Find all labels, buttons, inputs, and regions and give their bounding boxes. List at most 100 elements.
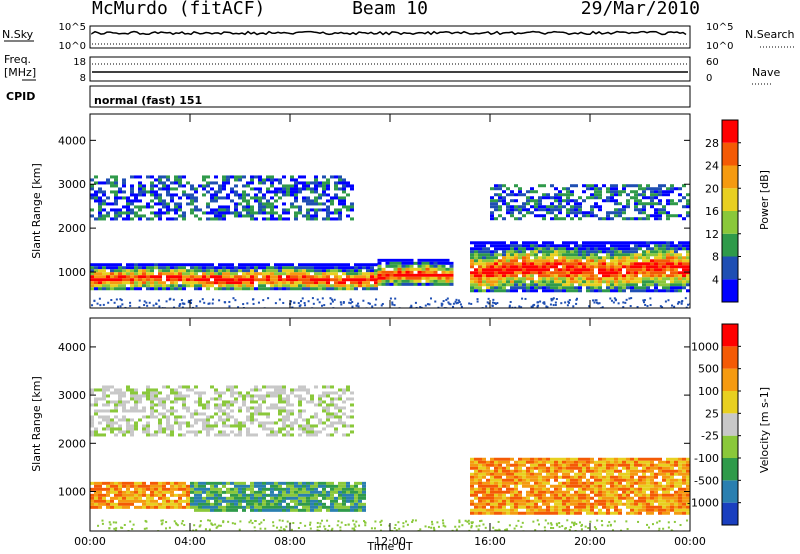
echo-cell: [666, 463, 670, 467]
echo-cell: [130, 481, 134, 485]
echo-cell: [238, 196, 242, 200]
echo-cell: [606, 469, 610, 473]
echo-cell: [186, 263, 190, 267]
echo-cell: [150, 184, 154, 188]
echo-cell: [494, 286, 498, 290]
echo-cell: [526, 208, 530, 212]
echo-cell: [602, 265, 606, 269]
echo-cell: [678, 469, 682, 473]
echo-cell: [618, 499, 622, 503]
echo-cell: [186, 284, 190, 288]
echo-cell: [582, 487, 586, 491]
echo-cell: [202, 490, 206, 494]
echo-cell: [266, 275, 270, 279]
echo-speckle: [368, 302, 371, 305]
echo-cell: [322, 490, 326, 494]
echo-cell: [346, 266, 350, 270]
echo-cell: [186, 502, 190, 506]
echo-cell: [206, 284, 210, 288]
echo-cell: [614, 247, 618, 251]
echo-cell: [678, 505, 682, 509]
echo-cell: [206, 266, 210, 270]
echo-cell: [214, 493, 218, 497]
echo-cell: [502, 499, 506, 503]
echo-cell: [626, 478, 630, 482]
echo-cell: [602, 259, 606, 263]
echo-cell: [570, 496, 574, 500]
echo-cell: [198, 397, 202, 401]
echo-cell: [498, 511, 502, 515]
echo-cell: [586, 496, 590, 500]
echo-speckle: [207, 302, 210, 305]
echo-cell: [358, 284, 362, 288]
echo-cell: [538, 250, 542, 254]
echo-cell: [194, 505, 198, 509]
echo-cell: [122, 205, 126, 209]
echo-cell: [142, 269, 146, 273]
echo-speckle: [476, 298, 479, 301]
echo-cell: [626, 205, 630, 209]
echo-cell: [510, 247, 514, 251]
echo-cell: [238, 214, 242, 218]
echo-cell: [570, 208, 574, 212]
echo-cell: [514, 286, 518, 290]
station-title: McMurdo (fitACF): [92, 0, 265, 19]
echo-cell: [302, 278, 306, 282]
echo-cell: [598, 466, 602, 470]
echo-cell: [445, 273, 450, 277]
echo-cell: [658, 256, 662, 260]
echo-cell: [530, 262, 534, 266]
echo-cell: [638, 268, 642, 272]
echo-cell: [558, 484, 562, 488]
echo-cell: [118, 430, 122, 434]
velocity-echo-field: [90, 385, 690, 531]
echo-cell: [506, 289, 510, 293]
echo-cell: [362, 508, 366, 512]
echo-cell: [494, 469, 498, 473]
echo-cell: [514, 460, 518, 464]
echo-cell: [310, 490, 314, 494]
echo-cell: [562, 268, 566, 272]
echo-cell: [234, 481, 238, 485]
echo-cell: [574, 511, 578, 515]
echo-cell: [154, 266, 158, 270]
echo-cell: [670, 202, 674, 206]
echo-cell: [534, 280, 538, 284]
echo-cell: [126, 263, 130, 267]
echo-cell: [106, 281, 110, 285]
echo-cell: [542, 205, 546, 209]
echo-cell: [674, 472, 678, 476]
echo-cell: [542, 184, 546, 188]
echo-cell: [478, 262, 482, 266]
echo-speckle: [617, 302, 620, 305]
echo-cell: [338, 266, 342, 270]
echo-cell: [206, 263, 210, 267]
echo-cell: [510, 268, 514, 272]
echo-cell: [626, 490, 630, 494]
echo-cell: [202, 184, 206, 188]
echo-cell: [130, 217, 134, 221]
echo-cell: [274, 502, 278, 506]
echo-cell: [642, 505, 646, 509]
echo-cell: [134, 493, 138, 497]
echo-cell: [138, 505, 142, 509]
echo-speckle: [496, 302, 499, 305]
echo-cell: [250, 181, 254, 185]
echo-cell: [405, 273, 410, 277]
echo-cell: [242, 278, 246, 282]
echo-cell: [310, 427, 314, 431]
echo-speckle: [299, 304, 302, 307]
echo-cell: [154, 430, 158, 434]
echo-cell: [166, 205, 170, 209]
echo-cell: [94, 400, 98, 404]
echo-cell: [106, 400, 110, 404]
echo-cell: [194, 400, 198, 404]
echo-cell: [138, 287, 142, 291]
echo-cell: [98, 208, 102, 212]
echo-cell: [486, 472, 490, 476]
echo-cell: [514, 247, 518, 251]
echo-cell: [670, 502, 674, 506]
echo-cell: [158, 430, 162, 434]
echo-cell: [186, 430, 190, 434]
echo-cell: [222, 281, 226, 285]
